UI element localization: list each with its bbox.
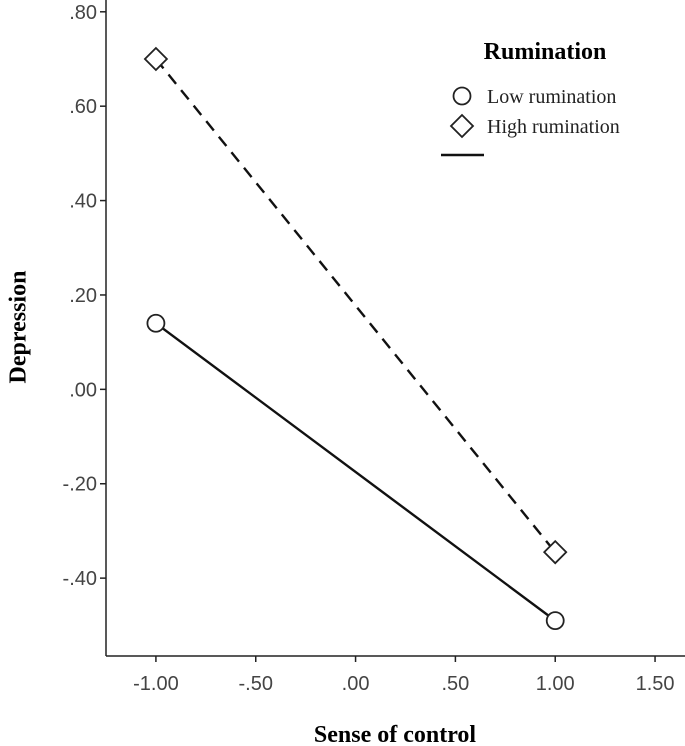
legend-title: Rumination [484,39,607,65]
y-tick-label: .40 [69,191,97,213]
legend-circle-marker [452,86,472,106]
x-tick-label: .50 [441,673,469,695]
y-axis-ticks: .80 .60 .40 .20 .00 -.20 -.40 [63,2,106,590]
y-tick-label: -.20 [63,474,97,496]
legend-items: Low rumination High rumination [441,86,620,157]
legend-item: High rumination [449,113,620,139]
series-high-rumination [143,46,568,565]
legend-label: Low rumination [487,86,616,108]
x-tick-label: -.50 [239,673,273,695]
legend-item: Low rumination [452,86,616,108]
data-point-circle [146,313,166,333]
x-tick-label: -1.00 [133,673,179,695]
y-tick-label: .60 [69,96,97,118]
legend: Rumination Low rumination High rumination [441,39,620,157]
x-tick-label: 1.50 [636,673,675,695]
series-line [154,58,557,553]
data-point-diamond [542,539,568,565]
data-point-circle [545,611,565,631]
x-axis-title: Sense of control [314,722,477,746]
legend-diamond-marker [449,113,475,139]
x-tick-label: 1.00 [536,673,575,695]
legend-label: High rumination [487,116,620,138]
y-tick-label: -.40 [63,568,97,590]
data-point-diamond [143,46,169,72]
series-low-rumination [146,313,565,631]
y-tick-label: .20 [69,285,97,307]
series-line [155,322,556,622]
x-axis-ticks: -1.00 -.50 .00 .50 1.00 1.50 [133,656,675,695]
axes [105,0,685,657]
y-tick-label: .80 [69,2,97,24]
y-tick-label: .00 [69,379,97,401]
y-axis-title: Depression [6,271,32,384]
series-layer [143,46,568,631]
x-tick-label: .00 [342,673,370,695]
